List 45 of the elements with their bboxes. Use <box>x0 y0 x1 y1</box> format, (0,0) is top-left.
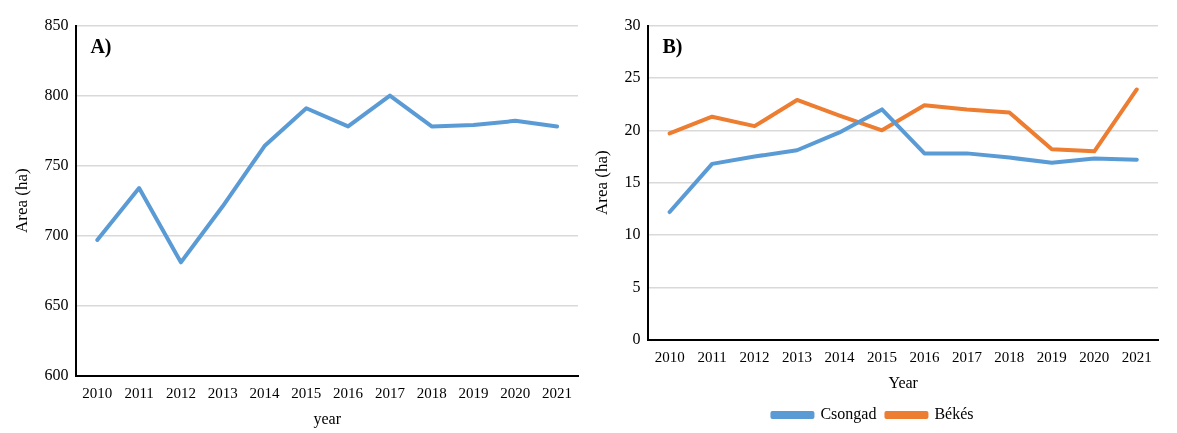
x-tick-label: 2014 <box>249 384 280 401</box>
y-tick-label: 850 <box>44 15 69 33</box>
x-tick-label: 2012 <box>165 384 196 401</box>
annotation: B) <box>662 34 683 58</box>
y-axis-title: Area (ha) <box>591 150 611 216</box>
x-tick-label: 2016 <box>333 384 364 401</box>
x-axis-title: year <box>313 409 342 428</box>
y-tick-label: 800 <box>44 85 69 103</box>
y-tick-label: 25 <box>624 68 641 86</box>
legend-label: Csongad <box>820 405 877 424</box>
x-tick-label: 2017 <box>951 348 983 365</box>
x-tick-label: 2018 <box>416 384 447 401</box>
x-tick-label: 2019 <box>1036 348 1067 365</box>
y-tick-label: 20 <box>624 120 641 138</box>
x-tick-label: 2015 <box>291 384 322 401</box>
x-tick-label: 2021 <box>542 384 573 401</box>
y-tick-label: 10 <box>624 225 641 243</box>
y-tick-label: 650 <box>44 295 69 313</box>
y-tick-label: 5 <box>632 277 641 295</box>
y-tick-label: 30 <box>624 15 641 33</box>
x-tick-label: 2011 <box>124 384 154 401</box>
legend-label: Békés <box>934 405 974 423</box>
x-tick-label: 2010 <box>82 384 113 401</box>
y-axis-title: Area (ha) <box>11 168 31 234</box>
x-tick-label: 2020 <box>1079 348 1110 365</box>
y-tick-label: 750 <box>44 155 69 173</box>
x-tick-label: 2020 <box>500 384 531 401</box>
x-axis-title: Year <box>888 373 919 391</box>
x-tick-label: 2018 <box>994 348 1025 365</box>
x-tick-label: 2012 <box>739 348 770 365</box>
x-tick-label: 2011 <box>697 348 727 365</box>
x-tick-label: 2014 <box>824 348 855 365</box>
y-tick-label: 0 <box>632 330 641 347</box>
annotation: A) <box>90 34 112 58</box>
y-tick-label: 700 <box>44 225 69 243</box>
x-tick-label: 2010 <box>654 348 685 365</box>
x-tick-label: 2016 <box>909 348 940 365</box>
x-tick-label: 2019 <box>458 384 489 401</box>
y-tick-label: 15 <box>624 172 641 190</box>
x-tick-label: 2015 <box>866 348 897 365</box>
x-tick-label: 2013 <box>782 348 813 365</box>
y-tick-label: 600 <box>44 366 69 383</box>
x-tick-label: 2021 <box>1121 348 1152 365</box>
x-tick-label: 2017 <box>374 384 406 401</box>
x-tick-label: 2013 <box>207 384 238 401</box>
